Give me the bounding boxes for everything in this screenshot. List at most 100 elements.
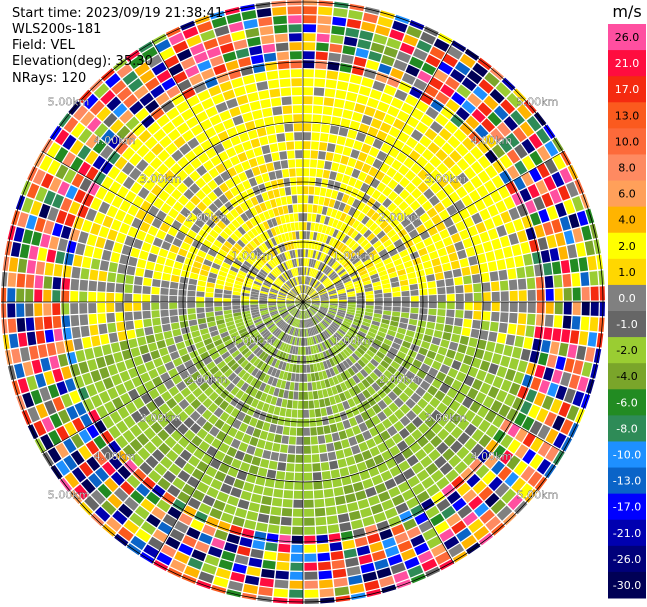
velocity-gate <box>79 314 89 326</box>
velocity-gate <box>344 185 354 195</box>
velocity-gate <box>204 386 214 397</box>
velocity-gate <box>419 230 430 241</box>
velocity-gate <box>41 416 55 433</box>
velocity-gate <box>506 455 521 471</box>
velocity-gate <box>287 445 296 454</box>
velocity-gate <box>388 346 399 355</box>
velocity-gate <box>469 458 483 473</box>
velocity-gate <box>303 481 313 490</box>
velocity-gate <box>332 478 343 488</box>
velocity-gate <box>256 81 269 91</box>
velocity-gate <box>512 127 527 143</box>
velocity-gate <box>324 160 332 170</box>
velocity-gate <box>341 338 349 346</box>
velocity-gate <box>348 387 357 397</box>
velocity-gate <box>407 565 424 578</box>
velocity-gate <box>303 295 309 302</box>
velocity-gate <box>396 244 406 253</box>
velocity-gate <box>111 195 124 209</box>
velocity-gate <box>271 377 278 387</box>
velocity-gate <box>102 377 114 390</box>
velocity-gate <box>353 260 363 268</box>
velocity-gate <box>232 291 241 296</box>
velocity-gate <box>446 349 456 359</box>
velocity-gate <box>358 441 369 452</box>
velocity-gate <box>139 69 155 84</box>
velocity-gate <box>22 229 34 244</box>
velocity-gate <box>304 267 307 276</box>
velocity-gate <box>312 250 317 259</box>
velocity-gate <box>70 303 79 315</box>
velocity-gate <box>373 338 383 346</box>
velocity-gate <box>106 302 115 313</box>
velocity-gate <box>393 184 404 195</box>
velocity-gate <box>283 390 289 399</box>
velocity-gate <box>388 325 398 332</box>
velocity-gate <box>348 177 357 187</box>
colorbar-tick-label: -8.0 <box>616 422 637 435</box>
velocity-gate <box>589 223 599 239</box>
velocity-gate <box>116 361 127 373</box>
velocity-gate <box>403 206 414 217</box>
velocity-gate <box>267 190 275 200</box>
velocity-gate <box>288 269 294 278</box>
velocity-gate <box>54 129 70 146</box>
velocity-gate <box>437 294 446 302</box>
velocity-gate <box>168 63 184 76</box>
velocity-gate <box>479 360 491 372</box>
velocity-gate <box>509 290 518 301</box>
velocity-gate <box>176 363 187 374</box>
velocity-gate <box>304 526 316 535</box>
velocity-gate <box>195 132 208 144</box>
velocity-gate <box>304 571 318 580</box>
velocity-gate <box>271 313 279 318</box>
velocity-gate <box>322 320 329 327</box>
velocity-gate <box>307 287 313 295</box>
velocity-gate <box>533 392 546 407</box>
velocity-gate <box>226 446 238 458</box>
velocity-gate <box>66 405 79 420</box>
velocity-gate <box>509 302 518 313</box>
velocity-gate <box>281 263 287 271</box>
velocity-gate <box>301 276 303 285</box>
velocity-gate <box>160 280 170 288</box>
velocity-gate <box>275 266 282 275</box>
velocity-gate <box>331 260 339 269</box>
velocity-gate <box>267 524 280 534</box>
velocity-gate <box>462 396 474 409</box>
velocity-gate <box>107 322 117 333</box>
velocity-gate <box>560 329 571 343</box>
velocity-gate <box>471 212 483 225</box>
velocity-gate <box>295 445 303 454</box>
velocity-gate <box>322 169 331 179</box>
velocity-gate <box>320 300 329 302</box>
velocity-gate <box>342 45 356 56</box>
velocity-gate <box>299 373 303 382</box>
velocity-gate <box>226 342 236 351</box>
velocity-gate <box>290 222 296 231</box>
velocity-gate <box>477 449 491 463</box>
velocity-gate <box>498 404 511 418</box>
velocity-gate <box>395 332 405 340</box>
velocity-gate <box>339 411 348 421</box>
velocity-gate <box>319 187 327 197</box>
velocity-gate <box>8 333 19 349</box>
velocity-gate <box>336 330 345 338</box>
velocity-gate <box>474 502 489 517</box>
velocity-gate <box>231 349 241 358</box>
velocity-gate <box>245 425 255 436</box>
velocity-gate <box>264 344 272 352</box>
velocity-gate <box>129 153 142 167</box>
velocity-gate <box>367 495 380 506</box>
velocity-gate <box>360 182 370 193</box>
velocity-gate <box>415 100 429 113</box>
velocity-gate <box>300 276 302 285</box>
velocity-gate <box>482 302 491 311</box>
velocity-gate <box>325 369 332 378</box>
velocity-gate <box>239 461 251 473</box>
velocity-gate <box>138 250 149 261</box>
velocity-gate <box>203 38 219 50</box>
velocity-gate <box>371 342 380 350</box>
velocity-gate <box>452 325 462 335</box>
velocity-gate <box>291 308 298 316</box>
